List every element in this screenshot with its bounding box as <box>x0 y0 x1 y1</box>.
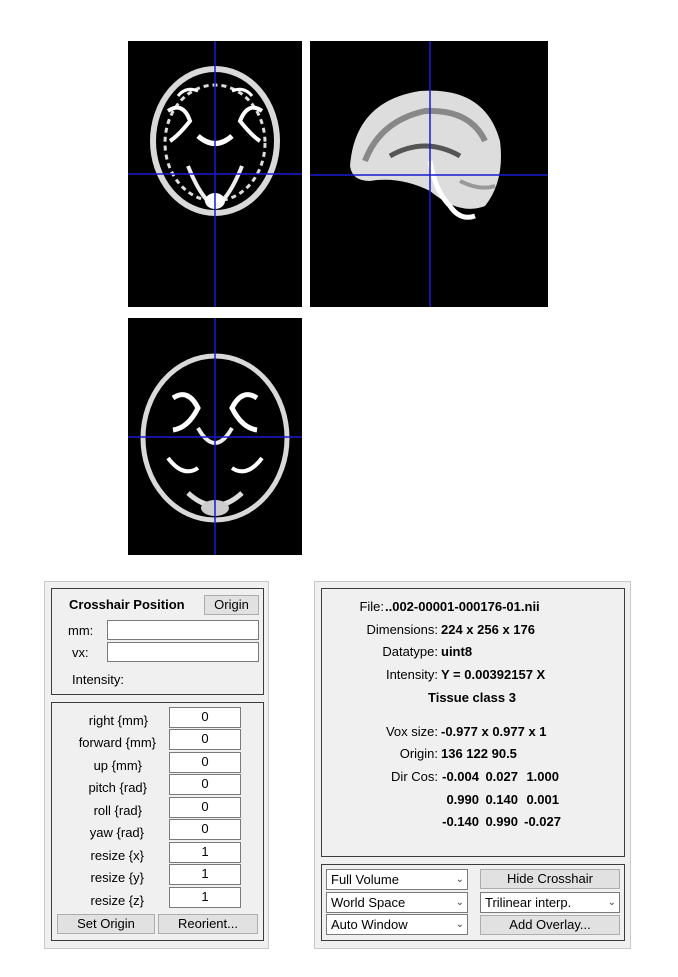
param-label-yaw: yaw {rad} <box>89 825 144 840</box>
dimensions-label: Dimensions: <box>366 622 438 637</box>
mm-field[interactable] <box>107 620 259 640</box>
file-label: File: <box>359 599 384 614</box>
param-field-right[interactable]: 0 <box>169 707 241 728</box>
window-select[interactable]: Auto Window ⌄ <box>326 914 468 935</box>
param-field-yaw[interactable]: 0 <box>169 819 241 840</box>
param-label-forward: forward {mm} <box>78 735 156 750</box>
chevron-down-icon: ⌄ <box>455 874 464 885</box>
display-controls-box: Full Volume ⌄ World Space ⌄ Auto Window … <box>321 864 625 941</box>
intensity-label: Intensity: <box>72 672 125 687</box>
sagittal-view[interactable] <box>310 41 548 307</box>
mm-label: mm: <box>68 623 94 638</box>
volume-select[interactable]: Full Volume ⌄ <box>326 869 468 890</box>
coronal-view[interactable] <box>128 41 302 307</box>
crosshair-position-title: Crosshair Position <box>69 597 185 612</box>
reorient-panel: Crosshair Position Origin mm: vx: Intens… <box>44 581 269 949</box>
param-label-resize-z: resize {z} <box>90 893 144 908</box>
param-field-roll[interactable]: 0 <box>169 797 241 818</box>
voxsize-label: Vox size: <box>385 724 438 739</box>
volume-select-value: Full Volume <box>331 872 399 887</box>
origin-label: Origin: <box>399 746 438 761</box>
reorient-params-box: right {mm} 0 forward {mm} 0 up {mm} 0 pi… <box>51 702 264 941</box>
datatype-value: uint8 <box>441 644 473 659</box>
chevron-down-icon: ⌄ <box>455 897 464 908</box>
dircos-cell: -0.027 <box>524 814 561 829</box>
param-label-roll: roll {rad} <box>93 803 142 818</box>
dircos-label: Dir Cos: <box>391 769 438 784</box>
param-label-right: right {mm} <box>88 713 148 728</box>
set-origin-button[interactable]: Set Origin <box>57 914 155 934</box>
interpolation-select[interactable]: Trilinear interp. ⌄ <box>480 892 620 913</box>
param-field-resize-y[interactable]: 1 <box>169 864 241 885</box>
param-label-pitch: pitch {rad} <box>88 780 147 795</box>
dircos-cell: 0.990 <box>446 792 479 807</box>
param-field-resize-x[interactable]: 1 <box>169 842 241 863</box>
chevron-down-icon: ⌄ <box>607 897 616 908</box>
origin-button[interactable]: Origin <box>204 595 259 615</box>
space-select[interactable]: World Space ⌄ <box>326 892 468 913</box>
hide-crosshair-button[interactable]: Hide Crosshair <box>480 869 620 889</box>
param-label-up: up {mm} <box>93 758 142 773</box>
file-value: ..002-00001-000176-01.nii <box>385 599 540 614</box>
vx-field[interactable] <box>107 642 259 662</box>
dircos-cell: 0.140 <box>485 792 518 807</box>
add-overlay-button[interactable]: Add Overlay... <box>480 915 620 935</box>
intensity-info-value: Y = 0.00392157 X <box>441 667 546 682</box>
dimensions-value: 224 x 256 x 176 <box>441 622 535 637</box>
intensity-info-label: Intensity: <box>385 667 438 682</box>
space-select-value: World Space <box>331 895 406 910</box>
dircos-cell: 0.027 <box>485 769 518 784</box>
window-select-value: Auto Window <box>331 917 408 932</box>
axial-brain-slice <box>128 318 302 555</box>
datatype-label: Datatype: <box>382 644 438 659</box>
voxsize-value: -0.977 x 0.977 x 1 <box>441 724 547 739</box>
tissue-class: Tissue class 3 <box>428 690 516 705</box>
param-label-resize-y: resize {y} <box>90 870 144 885</box>
param-field-forward[interactable]: 0 <box>169 729 241 750</box>
param-label-resize-x: resize {x} <box>90 848 144 863</box>
param-field-resize-z[interactable]: 1 <box>169 887 241 908</box>
dircos-cell: 0.990 <box>485 814 518 829</box>
coronal-brain-slice <box>128 41 302 307</box>
crosshair-position-box: Crosshair Position Origin mm: vx: Intens… <box>51 588 264 695</box>
dircos-cell: 0.001 <box>526 792 559 807</box>
interpolation-select-value: Trilinear interp. <box>485 895 572 910</box>
chevron-down-icon: ⌄ <box>455 919 464 930</box>
info-panel: File: ..002-00001-000176-01.nii Dimensio… <box>314 581 631 949</box>
dircos-cell: -0.140 <box>442 814 479 829</box>
dircos-cell: -0.004 <box>442 769 479 784</box>
axial-view[interactable] <box>128 318 302 555</box>
param-field-up[interactable]: 0 <box>169 752 241 773</box>
header-info-box: File: ..002-00001-000176-01.nii Dimensio… <box>321 588 625 857</box>
dircos-cell: 1.000 <box>526 769 559 784</box>
reorient-button[interactable]: Reorient... <box>158 914 258 934</box>
origin-value: 136 122 90.5 <box>441 746 517 761</box>
param-field-pitch[interactable]: 0 <box>169 774 241 795</box>
vx-label: vx: <box>72 645 89 660</box>
sagittal-brain-slice <box>310 41 548 307</box>
